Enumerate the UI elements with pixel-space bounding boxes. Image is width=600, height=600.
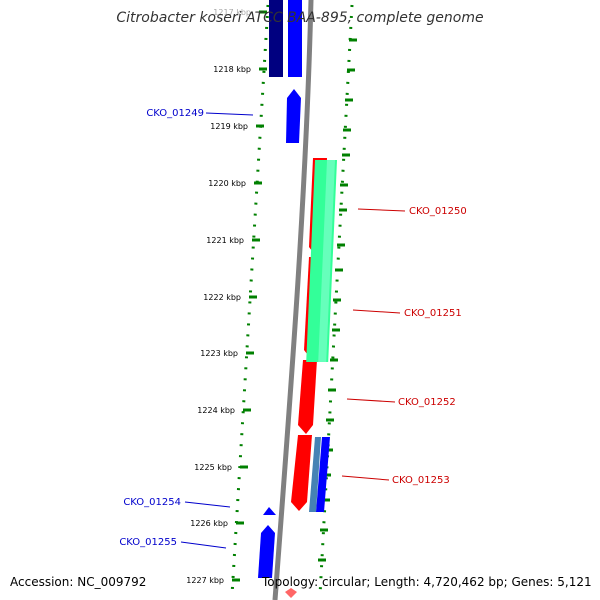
gene-label-CKO_01250[interactable]: CKO_01250: [409, 206, 467, 217]
left-gene-labels: CKO_01249 CKO_01254 CKO_01255: [119, 108, 204, 548]
gene-arrow-CKO_01249: [286, 89, 301, 143]
rna-gene-highlight: [318, 160, 336, 362]
map-title: Citrobacter koseri ATCC BAA-895, complet…: [116, 10, 484, 26]
gene-arrow-CKO_01255: [258, 525, 275, 578]
left-leaders: [180, 112, 254, 549]
gene-label-CKO_01252[interactable]: CKO_01252: [398, 397, 456, 408]
kbp-tick-labels: 1217 kbp 1218 kbp 1219 kbp 1220 kbp 1221…: [186, 8, 251, 585]
left-tick-marks: [232, 10, 267, 582]
kbp-label: 1217 kbp: [213, 8, 251, 17]
kbp-label: 1218 kbp: [213, 65, 251, 74]
kbp-label: 1220 kbp: [208, 179, 246, 188]
gene-arrow-CKO_01254: [263, 507, 276, 515]
kbp-label: 1226 kbp: [190, 519, 228, 528]
kbp-label: 1219 kbp: [210, 122, 248, 131]
gene-label-CKO_01255[interactable]: CKO_01255: [119, 537, 177, 548]
gene-label-CKO_01253[interactable]: CKO_01253: [392, 475, 450, 486]
genome-backbone: [272, 0, 314, 600]
gene-label-CKO_01249[interactable]: CKO_01249: [146, 108, 204, 119]
gene-arrow: [288, 0, 302, 77]
kbp-label: 1221 kbp: [206, 236, 244, 245]
gene-label-CKO_01251[interactable]: CKO_01251: [404, 308, 462, 319]
gene-steelblue: [309, 437, 321, 512]
forward-genes: [258, 0, 302, 578]
kbp-label: 1225 kbp: [194, 463, 232, 472]
accession-text: Accession: NC_009792: [10, 575, 147, 589]
gene-blue: [316, 437, 330, 512]
kbp-label: 1223 kbp: [200, 349, 238, 358]
gene-arrow-CKO_01252: [298, 360, 317, 434]
right-tick-marks: [318, 38, 357, 562]
right-leaders: [341, 208, 406, 481]
gene-label-CKO_01254[interactable]: CKO_01254: [123, 497, 181, 508]
genome-summary: Topology: circular; Length: 4,720,462 bp…: [262, 575, 592, 589]
gene-arrow-CKO_01253: [291, 435, 312, 511]
kbp-label: 1227 kbp: [186, 576, 224, 585]
kbp-label: 1222 kbp: [203, 293, 241, 302]
kbp-label: 1224 kbp: [197, 406, 235, 415]
partial-gene-marker: [285, 588, 297, 598]
right-gene-labels: CKO_01250 CKO_01251 CKO_01252 CKO_01253: [392, 206, 467, 486]
gene-arrow-dark: [269, 0, 283, 77]
